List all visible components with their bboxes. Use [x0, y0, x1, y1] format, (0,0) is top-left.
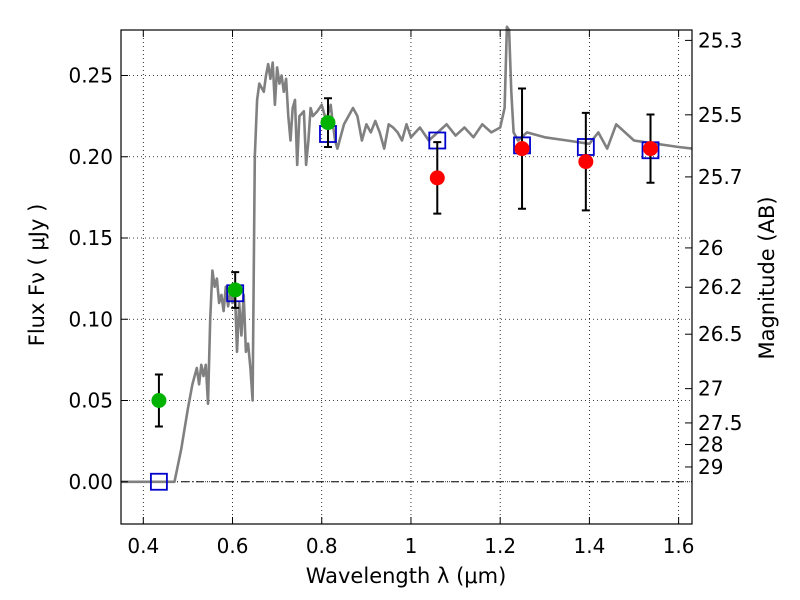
right-tick-label: 25.5 [698, 103, 743, 127]
x-tick-label: 0.8 [306, 534, 338, 558]
spectrum-line [121, 25, 693, 484]
right-tick-label: 25.7 [698, 165, 743, 189]
y-tick-label: 0.10 [68, 307, 113, 331]
y-axis-ticks: 0.00 0.05 0.10 0.15 0.20 0.25 [68, 64, 128, 494]
photometry-point [227, 282, 243, 298]
y-tick-label: 0.00 [68, 470, 113, 494]
right-tick-label: 26.2 [698, 275, 743, 299]
right-tick-label: 28 [698, 433, 723, 457]
x-tick-label: 1.4 [573, 534, 605, 558]
y-tick-label: 0.25 [68, 64, 113, 88]
x-axis-label: Wavelength λ (μm) [306, 564, 507, 588]
right-tick-label: 27.5 [698, 411, 743, 435]
y-tick-label: 0.15 [68, 226, 113, 250]
photometry-point [514, 141, 530, 157]
photometry-point [578, 154, 594, 170]
photometry-point [429, 170, 445, 186]
right-tick-label: 25.3 [698, 28, 743, 52]
x-tick-label: 1 [405, 534, 418, 558]
right-tick-label: 26 [698, 236, 723, 260]
right-tick-label: 29 [698, 455, 723, 479]
photometry-point [643, 141, 659, 157]
photometry-point [151, 393, 167, 408]
model-square-point [150, 472, 168, 491]
right-axis-label: Magnitude (AB) [755, 196, 779, 359]
plot-area [121, 25, 693, 491]
x-tick-label: 1.2 [484, 534, 516, 558]
x-axis-ticks: 0.4 0.6 0.8 1 1.2 1.4 1.6 [127, 30, 695, 558]
x-tick-label: 0.4 [127, 534, 159, 558]
axes-frame [120, 29, 693, 525]
y-tick-label: 0.20 [68, 145, 113, 169]
photometry-point [320, 115, 336, 131]
y-tick-label: 0.05 [68, 389, 113, 413]
x-tick-label: 1.6 [663, 534, 695, 558]
y-axis-label: Flux Fν ( μJy ) [25, 204, 49, 347]
right-tick-label: 27 [698, 377, 723, 401]
right-tick-label: 26.5 [698, 322, 743, 346]
x-tick-label: 0.6 [217, 534, 249, 558]
